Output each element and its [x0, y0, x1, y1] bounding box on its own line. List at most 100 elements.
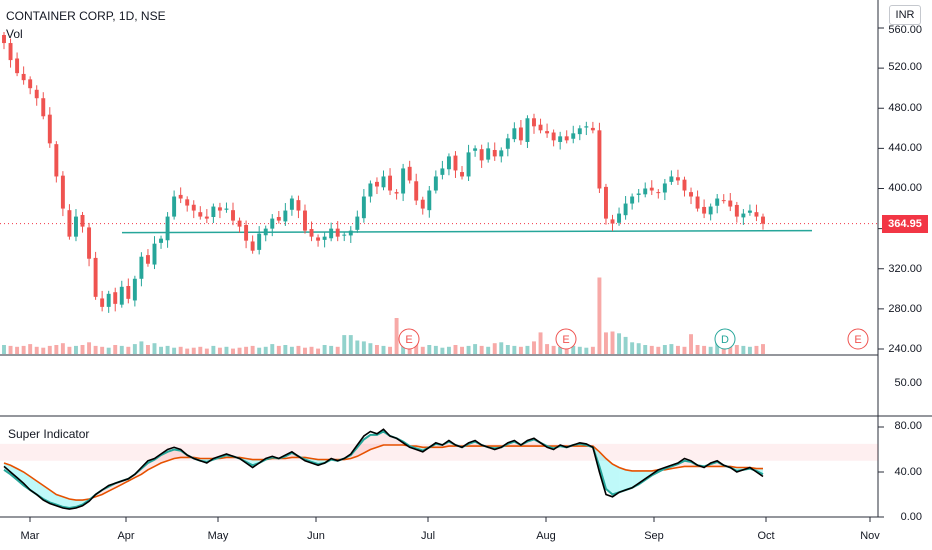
candlesticks[interactable]: [2, 32, 765, 313]
time-label: Jun: [307, 530, 325, 542]
candle-body: [355, 216, 360, 230]
event-marker-dividend[interactable]: D: [714, 328, 736, 350]
candle-body: [172, 196, 177, 217]
price-label: 440.00: [888, 142, 922, 154]
last-price-tag: 364.95: [882, 215, 928, 233]
candle-body: [329, 228, 334, 239]
time-label: Mar: [20, 530, 40, 542]
indicator-fill: [370, 434, 377, 450]
indicator-plot: [0, 426, 884, 518]
volume-bar: [276, 345, 281, 354]
event-marker-earnings[interactable]: E: [555, 328, 577, 350]
volume-bar: [80, 345, 85, 354]
volume-bar: [571, 345, 576, 354]
volume-bar: [649, 345, 654, 354]
candle-body: [401, 168, 406, 194]
candle-body: [231, 210, 235, 221]
volume-bar: [361, 341, 366, 354]
candle-body: [381, 176, 386, 188]
indicator-fill: [69, 499, 76, 508]
volume-bar: [322, 345, 327, 354]
time-axis-ticks: [29, 517, 871, 522]
event-marker-earnings[interactable]: E: [847, 328, 869, 350]
volume-bar: [453, 345, 458, 354]
volume-bar: [152, 343, 157, 354]
candle-body: [538, 124, 543, 131]
volume-bar: [60, 343, 65, 354]
volume-bar: [185, 348, 190, 354]
indicator-fill: [625, 469, 633, 490]
price-label: 240.00: [888, 343, 922, 355]
candle-body: [191, 204, 196, 211]
volume-bar: [407, 345, 412, 354]
candle-body: [100, 298, 105, 307]
indicator-axis-label: 80.00: [894, 420, 922, 432]
candle-body: [368, 183, 373, 197]
indicator-slow-line: [3, 444, 763, 501]
candle-body: [636, 193, 641, 195]
event-label: D: [721, 334, 729, 346]
event-label: E: [854, 334, 861, 346]
candle-body: [21, 73, 26, 81]
volume-bar: [427, 345, 432, 354]
event-label: E: [405, 334, 412, 346]
volume-bar: [381, 345, 386, 354]
volume-bar: [296, 345, 301, 354]
price-label: 480.00: [888, 102, 922, 114]
candle-body: [662, 183, 667, 193]
candle-body: [473, 148, 478, 151]
volume-bar: [604, 332, 608, 354]
volume-bar: [172, 347, 177, 354]
candle-body: [708, 206, 713, 215]
volume-bar: [159, 346, 163, 354]
candle-body: [715, 198, 720, 206]
candle-body: [525, 118, 530, 142]
candle-body: [348, 230, 353, 236]
volume-label: Vol: [6, 27, 23, 41]
candle-body: [597, 130, 602, 189]
indicator-fill: [619, 467, 626, 493]
volume-bar: [597, 277, 602, 354]
event-circle: [398, 328, 420, 350]
candle-body: [198, 212, 203, 217]
price-label: 400.00: [888, 182, 922, 194]
candle-body: [643, 188, 648, 195]
candle-body: [388, 175, 393, 191]
volume-bar: [662, 345, 667, 354]
volume-bar: [702, 345, 707, 354]
candle-body: [217, 207, 222, 211]
candle-body: [689, 192, 693, 197]
candle-body: [60, 175, 65, 209]
currency-button[interactable]: INR: [889, 5, 921, 25]
volume-bar: [636, 343, 641, 354]
candle-body: [159, 238, 163, 243]
candle-body: [34, 89, 39, 99]
volume-bar: [41, 347, 46, 354]
volume-bar: [329, 345, 334, 354]
volume-bar: [669, 344, 674, 354]
volume-bar: [734, 345, 739, 354]
volume-bar: [145, 345, 150, 354]
candle-body: [211, 206, 216, 217]
candle-body: [551, 132, 556, 141]
candle-body: [669, 176, 674, 182]
volume-bar: [270, 344, 275, 354]
event-marker-earnings[interactable]: E: [398, 328, 420, 350]
volume-bar: [67, 346, 72, 354]
volume-bar: [577, 346, 582, 354]
volume-bar: [87, 342, 92, 354]
candle-body: [734, 204, 739, 217]
indicator-main-line: [3, 428, 764, 510]
price-axis-ticks: [878, 27, 884, 350]
indicator-fill: [75, 500, 83, 507]
time-label: Nov: [860, 530, 880, 542]
price-label: 320.00: [888, 263, 922, 275]
event-circle: [714, 328, 736, 350]
candle-body: [113, 292, 118, 304]
candle-body: [263, 228, 268, 236]
candle-body: [747, 210, 752, 213]
candle-body: [564, 136, 569, 141]
volume-bar: [473, 344, 478, 354]
